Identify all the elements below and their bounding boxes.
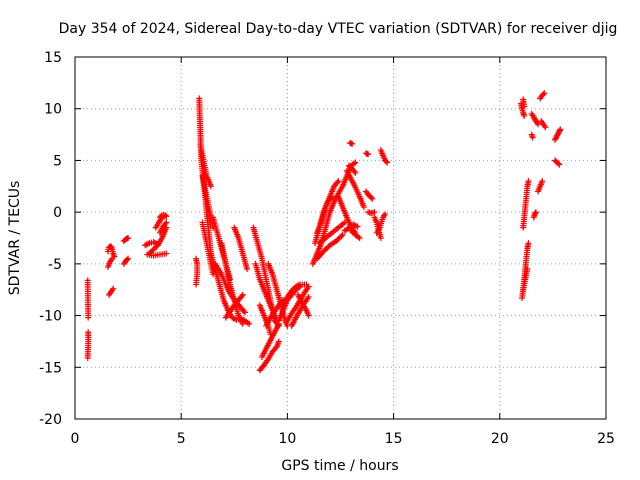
x-tick-labels: 0 5 10 15 20 25 [71,431,615,447]
data-point [382,211,389,218]
y-axis-label: SDTVAR / TECUs [7,181,23,296]
data-point [525,178,532,185]
y-tick-label: -5 [48,257,62,273]
data-point [110,285,117,292]
data-point [529,134,536,141]
data-point [84,354,91,361]
data-point [207,183,214,190]
data-point [163,219,170,226]
data-point [541,90,548,97]
data-point [305,293,312,300]
data-point [246,320,253,327]
data-point [540,91,547,98]
x-tick-label: 5 [177,431,186,447]
data-point [377,235,384,241]
data-point [227,276,234,283]
y-tick-label: 15 [44,50,62,66]
data-point [351,168,358,175]
data-point [524,266,531,273]
data-point [124,256,131,263]
data-point [535,121,542,128]
data-point [365,151,372,158]
data-point [339,231,346,238]
data-point [125,255,132,262]
y-tick-label: 0 [53,205,62,221]
tick-marks [74,56,607,420]
data-point [275,338,282,345]
y-tick-labels: 15 10 5 0 -5 -10 -15 -20 [39,50,62,428]
data-point [352,159,359,166]
data-point [158,213,165,220]
data-point [542,124,549,131]
data-point [162,220,169,227]
data-point [368,194,375,201]
data-point [539,178,546,185]
data-point [525,240,532,247]
y-tick-label: 10 [44,102,62,118]
y-tick-label: -10 [39,309,62,325]
plot-frame [74,56,607,420]
x-axis-label: GPS time / hours [281,458,398,474]
y-tick-label: -15 [39,360,62,376]
data-point [360,203,367,210]
x-tick-label: 25 [597,431,615,447]
data-point [85,314,92,321]
data-point [244,266,251,273]
data-point [238,293,245,300]
data-point [557,126,564,133]
data-point [356,235,363,241]
grid-lines [75,57,606,419]
data-point [272,344,279,351]
data-point [163,250,170,257]
chart-title: Day 354 of 2024, Sidereal Day-to-day VTE… [59,21,618,37]
data-points [84,90,564,374]
data-point [125,235,132,241]
data-point [305,312,312,319]
data-point [210,271,217,278]
data-point [532,209,539,216]
data-point [521,103,528,110]
data-point [144,240,151,247]
data-point [349,140,356,147]
data-point [335,178,342,185]
data-point [354,223,361,230]
data-point [555,160,562,167]
data-point [352,169,359,176]
data-point [383,158,390,165]
data-point [556,161,563,168]
data-point [109,255,116,262]
data-point [305,283,312,290]
data-point [163,213,170,220]
data-point [334,179,341,186]
y-tick-label: 5 [53,153,62,169]
data-point [193,281,200,288]
x-tick-label: 20 [491,431,509,447]
data-point [152,244,159,251]
x-tick-label: 10 [278,431,296,447]
data-point [239,291,246,298]
data-point [241,309,248,316]
data-point [369,195,376,202]
data-point [239,320,246,327]
x-tick-label: 15 [385,431,403,447]
data-point [371,209,378,216]
data-point [384,159,391,166]
data-point [338,233,345,240]
data-point [521,112,528,119]
y-tick-label: -20 [39,412,62,428]
data-point [149,247,156,254]
x-tick-label: 0 [71,431,80,447]
data-point [150,246,157,253]
data-point [240,308,247,315]
data-point [162,212,169,219]
